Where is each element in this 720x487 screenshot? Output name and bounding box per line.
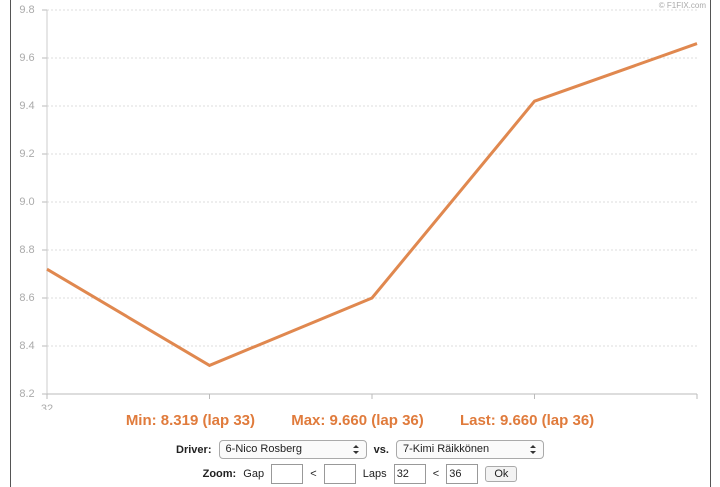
lap-from-input[interactable]: 32	[393, 464, 426, 484]
stat-max: Max: 9.660 (lap 36)	[291, 412, 424, 429]
y-tick-label: 9.2	[19, 148, 34, 160]
chart: © F1FIX.com 8.2 8.4 8.6 8.8 9.0 9.2 9.4 9.6 9.8 3…	[19, 1, 707, 410]
frame-right	[710, 0, 711, 487]
stats: Min: 8.319 (lap 33) Max: 9.660 (lap 36) …	[0, 412, 720, 429]
lt-sign: <	[310, 468, 317, 480]
y-tick-label: 8.8	[19, 244, 34, 256]
stat-min: Min: 8.319 (lap 33)	[125, 412, 256, 429]
driver-label: Driver:	[176, 443, 212, 456]
y-tick-label: 8.4	[19, 340, 34, 352]
gap-from-input[interactable]	[271, 464, 304, 484]
lap-to-input[interactable]: 36	[446, 464, 479, 484]
frame-left	[10, 0, 11, 487]
driver-value: 6-Nico Rosberg	[225, 443, 302, 455]
zoom-label: Zoom:	[202, 468, 237, 480]
select-arrows	[529, 445, 536, 454]
driver-select[interactable]: 6-Nico Rosberg	[218, 440, 367, 459]
driver-row: Driver: 6-Nico Rosberg vs. 7-Kimi Räikkö…	[0, 440, 720, 459]
stat-last: Last: 9.660 (lap 36)	[459, 412, 595, 429]
y-tick-label: 9.0	[19, 196, 34, 208]
y-tick-label: 9.4	[19, 100, 34, 112]
opponent-value: 7-Kimi Räikkönen	[402, 443, 490, 455]
ok-button[interactable]: Ok	[485, 466, 518, 482]
lt-sign: <	[432, 468, 440, 480]
gap-label: Gap	[243, 468, 265, 480]
copyright: © F1FIX.com	[659, 1, 707, 10]
select-arrows	[352, 445, 359, 454]
data-line	[46, 42, 698, 368]
gap-to-input[interactable]	[323, 464, 356, 484]
y-tick-label: 9.6	[19, 52, 34, 64]
opponent-select[interactable]: 7-Kimi Räikkönen	[395, 440, 544, 459]
vs-label: vs.	[373, 443, 389, 456]
y-tick-label: 9.8	[19, 4, 34, 16]
x-tick-label: 32	[41, 403, 53, 410]
laps-label: Laps	[362, 468, 387, 480]
zoom-row: Zoom: Gap < Laps 32 < 36 Ok	[0, 464, 720, 484]
y-tick-label: 8.6	[19, 292, 34, 304]
y-tick-label: 8.2	[19, 388, 34, 400]
